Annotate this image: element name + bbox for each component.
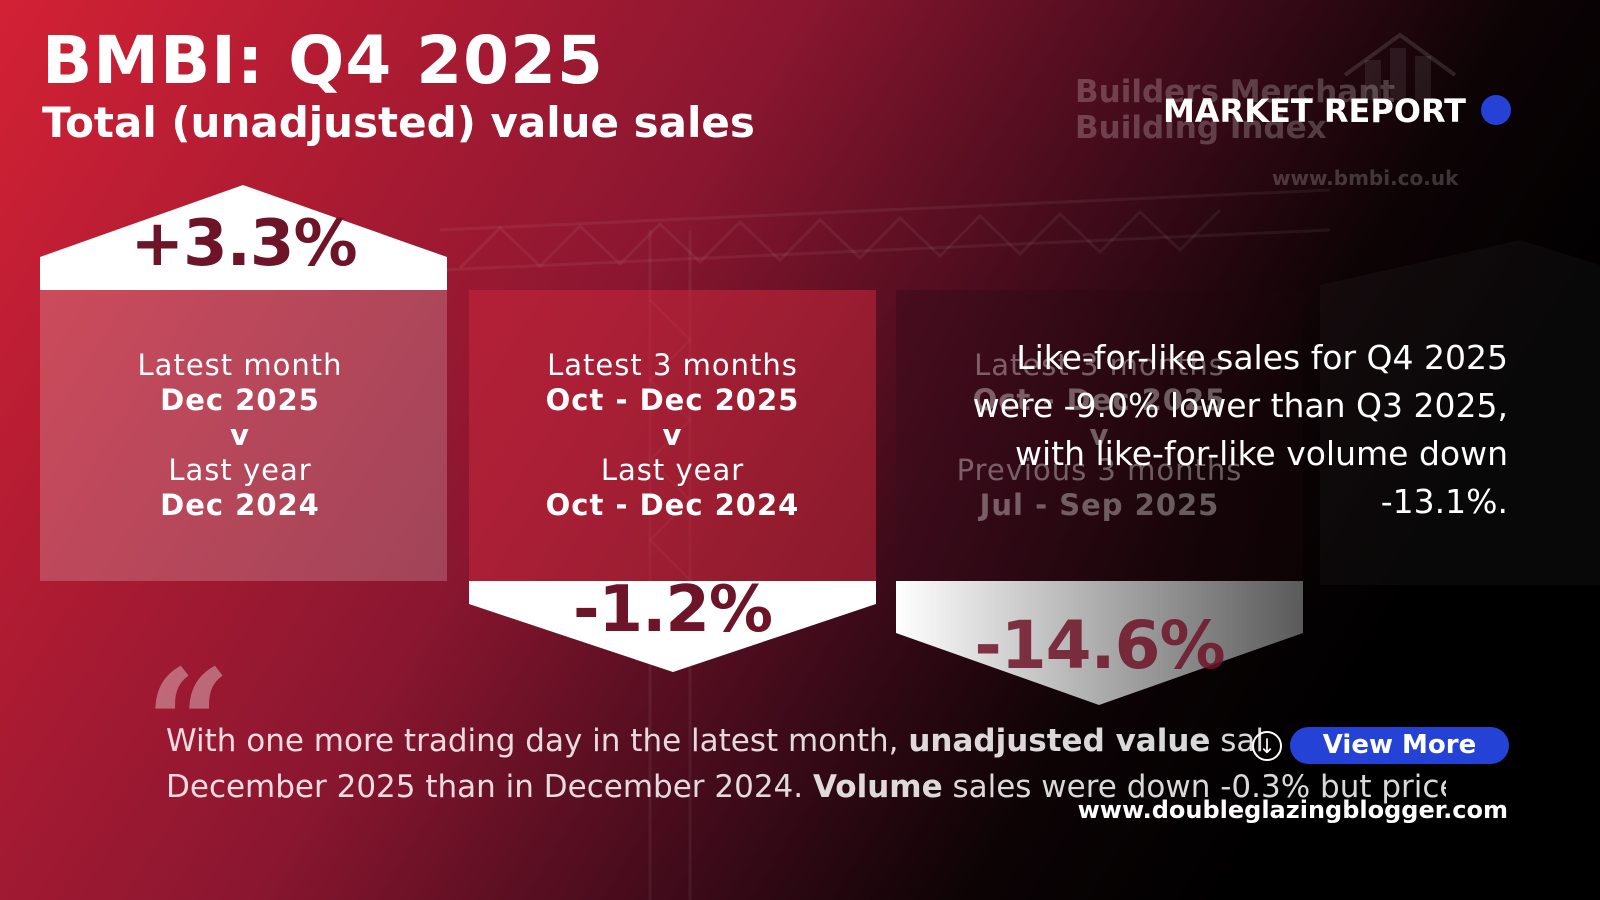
tile-1-line4: Last year [168,453,312,487]
page-title: BMBI: Q4 2025 [42,22,604,99]
tile-3-line5: Jul - Sep 2025 [979,488,1220,522]
tile-2-line4: Last year [600,453,745,487]
tile-1-box [40,290,447,581]
quote-line-1: With one more trading day in the latest … [166,723,1265,759]
tile-1-line3: v [230,418,250,452]
quote-text: With one more trading day in the latest … [166,718,1446,810]
market-report-label: MARKET REPORT [1162,92,1466,130]
tile-2-line5: Oct - Dec 2024 [545,488,800,522]
tile-3-line4: Previous 3 months [956,453,1243,487]
bmbi-logo: Builders Merchant Building Index [1075,74,1395,146]
quote-line-2: December 2025 than in December 2024. Vol… [166,769,1446,805]
tile-1-change: +3.3% [130,207,357,281]
tile-1-line5: Dec 2024 [160,488,320,522]
page-subtitle: Total (unadjusted) value sales [42,98,755,147]
tile-1-text: Latest month Dec 2025 v Last year Dec 20… [40,348,440,523]
tile-3-text: Latest 3 months Oct - Dec 2025 v Previou… [896,348,1303,523]
tile-2-text: Latest 3 months Oct - Dec 2025 v Last ye… [469,348,876,523]
bmbi-logo-url: www.bmbi.co.uk [1272,166,1459,190]
tile-2-line1: Latest 3 months [547,348,798,382]
tile-2-arrow-head [469,581,876,672]
tile-1-line1: Latest month [137,348,343,382]
tile-1-arrow-head [40,185,447,290]
tile-3-line1: Latest 3 months [974,348,1225,382]
tile-3-change: -14.6% [974,607,1225,684]
tile-3-arrow-head [896,581,1303,705]
tile-1-line2: Dec 2025 [160,383,320,417]
blue-dot-icon [1481,95,1511,125]
tile-3-box [896,290,1303,581]
bmbi-logo-line1: Builders Merchant [1075,74,1396,110]
tile-2-line3: v [662,418,683,452]
report-description: Like-for-like sales for Q4 2025 were -9.… [972,338,1508,521]
tile-3-line3: v [1089,418,1110,452]
tile-2-change: -1.2% [572,573,773,647]
quote-mark-icon: “ [145,637,232,813]
tile-3-line2: Oct - Dec 2025 [972,383,1227,417]
tile-2-line2: Oct - Dec 2025 [545,383,800,417]
download-circle-icon[interactable]: ↓ [1252,731,1282,761]
site-url[interactable]: www.doubleglazingblogger.com [1077,796,1508,824]
bmbi-logo-line2: Building Index [1075,110,1327,146]
tile-2-box [469,290,876,581]
view-more-button[interactable]: View More [1290,727,1509,764]
